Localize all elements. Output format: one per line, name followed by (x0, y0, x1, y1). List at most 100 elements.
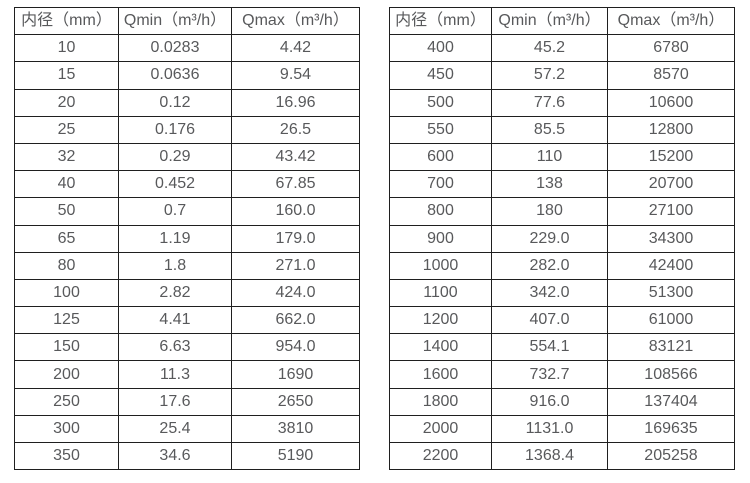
table-cell: 15200 (607, 142, 735, 172)
table-cell: 34.6 (118, 441, 232, 471)
table-row: 20 0.12 16.96 (14, 88, 360, 117)
table-cell: 25 (14, 115, 119, 144)
table-cell: 271.0 (231, 251, 360, 280)
table-cell: 5190 (231, 441, 360, 471)
table-cell: 2000 (389, 414, 492, 444)
flow-spec-table-right: 内径（mm） Qmin（m³/h） Qmax（m³/h） 400 45.2 6780… (389, 6, 735, 471)
table-cell: 32 (14, 142, 119, 172)
table-cell: 407.0 (491, 306, 608, 335)
table-cell: 550 (389, 115, 492, 144)
table-row: 1100 342.0 51300 (389, 278, 735, 308)
table-cell: 160.0 (231, 197, 360, 226)
table-cell: 125 (14, 306, 119, 335)
table-cell: 1368.4 (491, 441, 608, 471)
table-cell: 67.85 (231, 170, 360, 199)
table-cell: 0.0283 (118, 34, 232, 63)
table-row: 150 6.63 954.0 (14, 333, 360, 362)
table-cell: 51300 (607, 278, 735, 308)
col-header-qmin: Qmin（m³/h） (491, 6, 608, 36)
table-row: 200 11.3 1690 (14, 360, 360, 389)
table-cell: 2.82 (118, 278, 232, 308)
table-cell: 229.0 (491, 224, 608, 253)
table-row: 250 17.6 2650 (14, 387, 360, 416)
table-cell: 350 (14, 441, 119, 471)
table-cell: 108566 (607, 360, 735, 389)
table-cell: 0.176 (118, 115, 232, 144)
table-cell: 900 (389, 224, 492, 253)
table-cell: 0.7 (118, 197, 232, 226)
table-cell: 6780 (607, 34, 735, 63)
table-cell: 2650 (231, 387, 360, 416)
table-row: 800 180 27100 (389, 197, 735, 226)
table-cell: 200 (14, 360, 119, 389)
table-cell: 169635 (607, 414, 735, 444)
table-cell: 250 (14, 387, 119, 416)
table-cell: 110 (491, 142, 608, 172)
table-row: 400 45.2 6780 (389, 34, 735, 63)
table-row: 100 2.82 424.0 (14, 278, 360, 308)
table-cell: 12800 (607, 115, 735, 144)
table-row: 2200 1368.4 205258 (389, 441, 735, 471)
table-cell: 8570 (607, 61, 735, 90)
table-cell: 500 (389, 88, 492, 117)
table-row: 1400 554.1 83121 (389, 333, 735, 362)
table-cell: 916.0 (491, 387, 608, 416)
table-row: 1800 916.0 137404 (389, 387, 735, 416)
col-header-diameter: 内径（mm） (14, 6, 119, 36)
table-cell: 15 (14, 61, 119, 90)
table-row: 900 229.0 34300 (389, 224, 735, 253)
table-cell: 1600 (389, 360, 492, 389)
table-row: 32 0.29 43.42 (14, 142, 360, 172)
table-cell: 10 (14, 34, 119, 63)
table-cell: 34300 (607, 224, 735, 253)
table-row: 65 1.19 179.0 (14, 224, 360, 253)
table-cell: 50 (14, 197, 119, 226)
table-row: 500 77.6 10600 (389, 88, 735, 117)
table-cell: 400 (389, 34, 492, 63)
table-cell: 554.1 (491, 333, 608, 362)
table-cell: 85.5 (491, 115, 608, 144)
table-cell: 424.0 (231, 278, 360, 308)
table-cell: 342.0 (491, 278, 608, 308)
table-cell: 450 (389, 61, 492, 90)
table-row: 1200 407.0 61000 (389, 306, 735, 335)
table-cell: 205258 (607, 441, 735, 471)
table-cell: 1.8 (118, 251, 232, 280)
col-header-diameter: 内径（mm） (389, 6, 492, 36)
table-cell: 1690 (231, 360, 360, 389)
table-row: 2000 1131.0 169635 (389, 414, 735, 444)
table-cell: 17.6 (118, 387, 232, 416)
table-cell: 57.2 (491, 61, 608, 90)
table-cell: 43.42 (231, 142, 360, 172)
table-cell: 27100 (607, 197, 735, 226)
table-row: 550 85.5 12800 (389, 115, 735, 144)
table-cell: 20 (14, 88, 119, 117)
table-cell: 77.6 (491, 88, 608, 117)
table-cell: 282.0 (491, 251, 608, 280)
table-row: 125 4.41 662.0 (14, 306, 360, 335)
table-cell: 0.452 (118, 170, 232, 199)
table-cell: 45.2 (491, 34, 608, 63)
table-cell: 1.19 (118, 224, 232, 253)
table-cell: 25.4 (118, 414, 232, 444)
table-row: 450 57.2 8570 (389, 61, 735, 90)
table-row: 25 0.176 26.5 (14, 115, 360, 144)
table-cell: 1000 (389, 251, 492, 280)
table-cell: 20700 (607, 170, 735, 199)
table-header-row: 内径（mm） Qmin（m³/h） Qmax（m³/h） (389, 6, 735, 36)
table-cell: 6.63 (118, 333, 232, 362)
table-cell: 700 (389, 170, 492, 199)
table-cell: 138 (491, 170, 608, 199)
table-row: 600 110 15200 (389, 142, 735, 172)
table-cell: 3810 (231, 414, 360, 444)
flow-spec-table-left: 内径（mm） Qmin（m³/h） Qmax（m³/h） 10 0.0283 4.4… (14, 6, 360, 471)
table-cell: 1100 (389, 278, 492, 308)
table-cell: 1400 (389, 333, 492, 362)
table-row: 15 0.0636 9.54 (14, 61, 360, 90)
table-cell: 1200 (389, 306, 492, 335)
table-cell: 180 (491, 197, 608, 226)
table-cell: 1800 (389, 387, 492, 416)
table-row: 50 0.7 160.0 (14, 197, 360, 226)
table-cell: 179.0 (231, 224, 360, 253)
